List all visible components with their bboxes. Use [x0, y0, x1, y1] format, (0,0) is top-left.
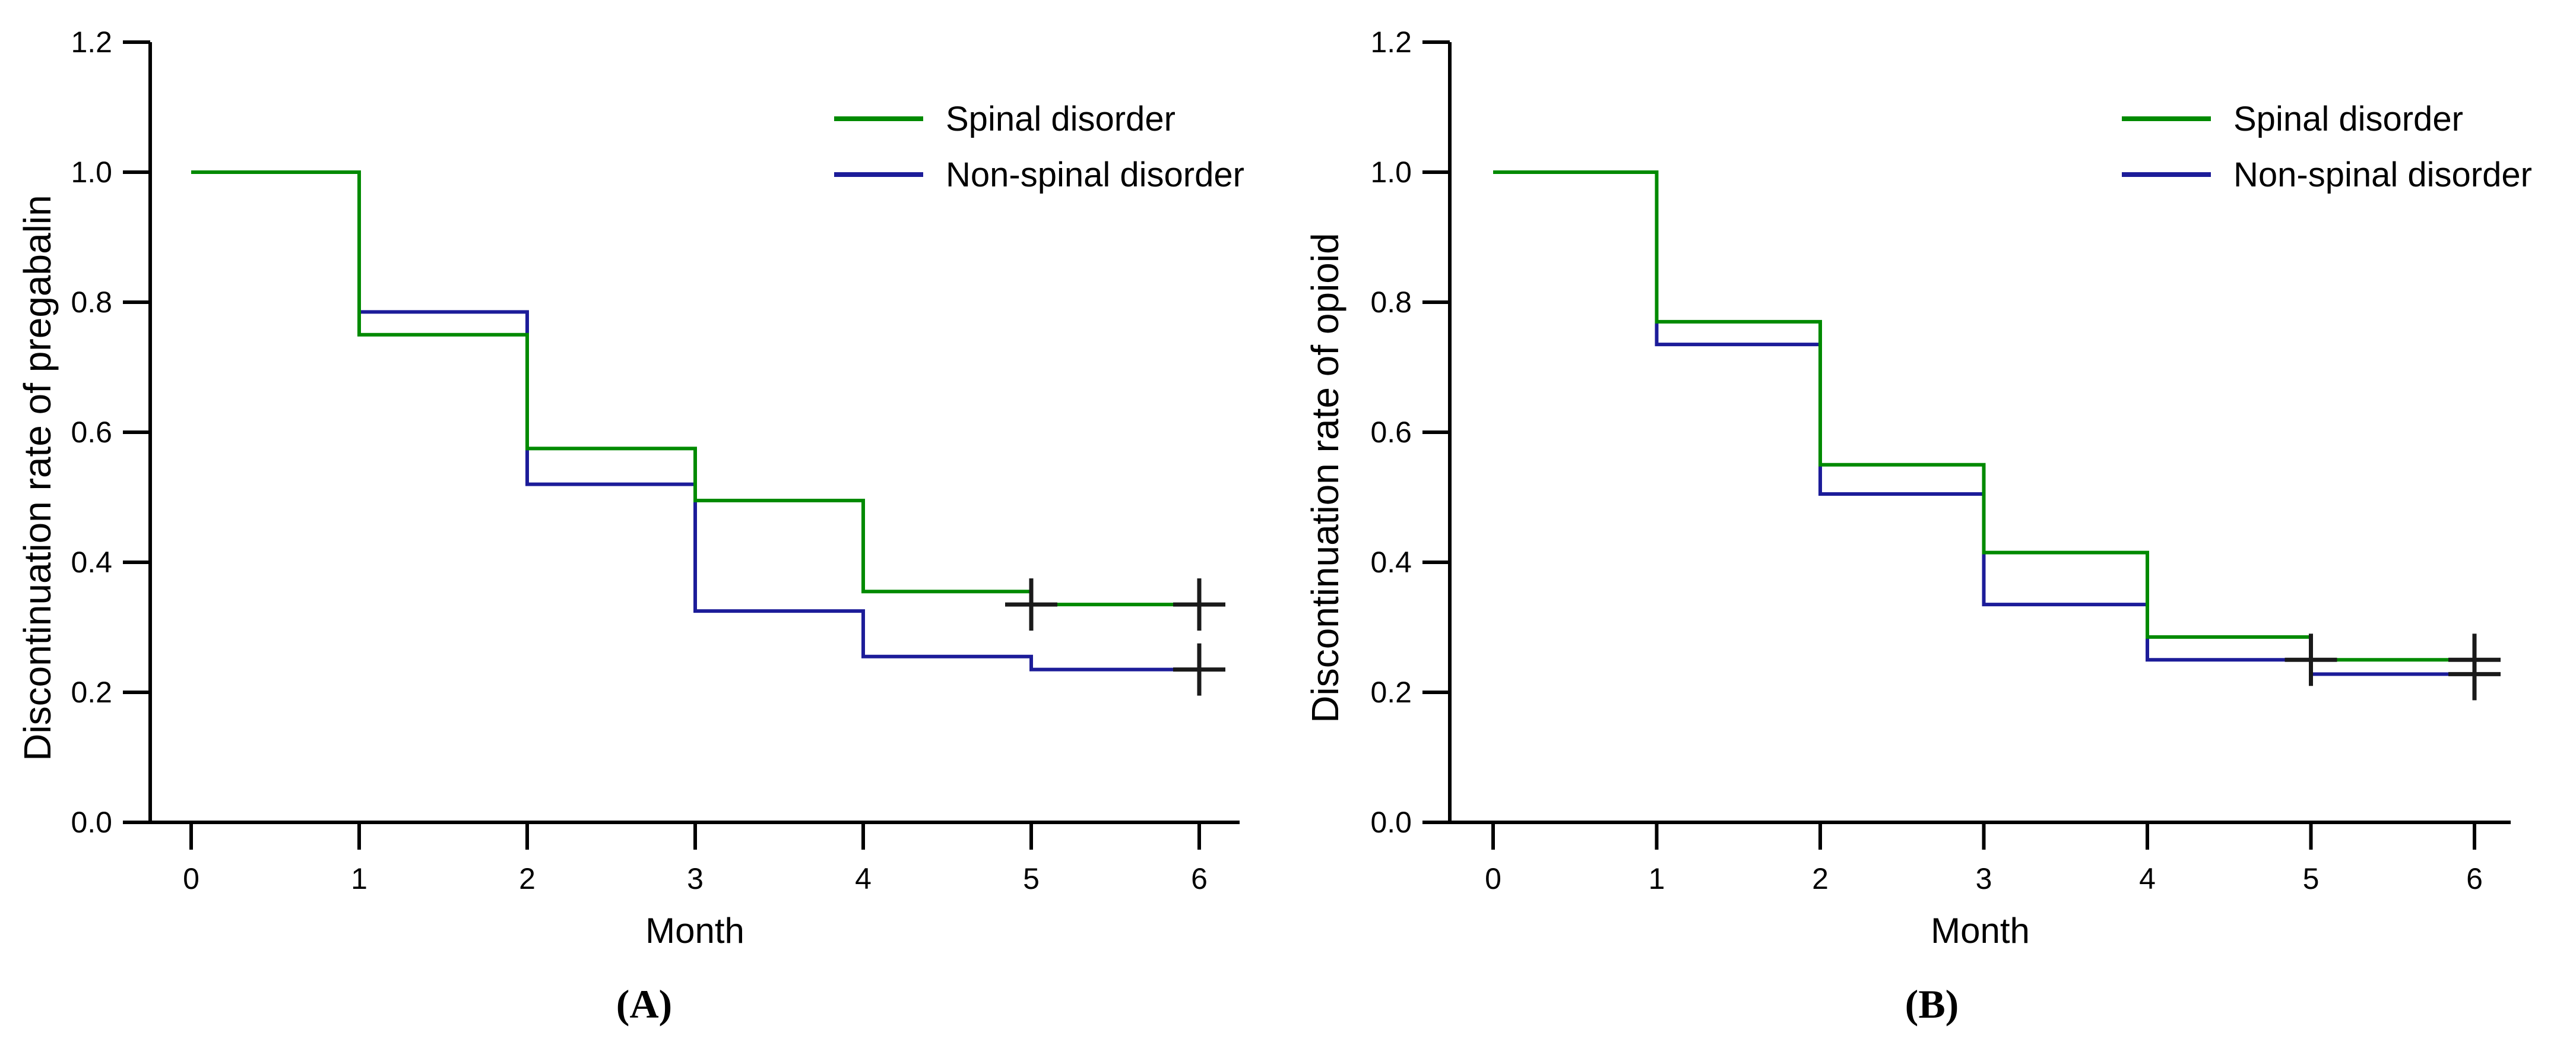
x-tick-label: 5 — [2303, 862, 2320, 895]
x-tick-label: 1 — [1649, 862, 1665, 895]
y-tick-label: 0.0 — [1370, 806, 1412, 839]
x-tick-label: 3 — [687, 862, 704, 895]
y-tick-label: 1.2 — [1370, 26, 1412, 59]
x-tick-label: 2 — [1812, 862, 1829, 895]
y-tick-label: 0.6 — [71, 416, 112, 449]
x-tick-label: 6 — [1191, 862, 1208, 895]
step-curve-nonspinal — [1493, 170, 2474, 676]
legend-swatch-spinal-a — [834, 116, 923, 121]
legend-swatch-nonspinal-b — [2122, 172, 2211, 177]
x-tick-label: 4 — [2139, 862, 2156, 895]
x-axis-title-b: Month — [1931, 911, 2030, 951]
x-tick-label: 6 — [2466, 862, 2483, 895]
legend-item-nonspinal-b: Non-spinal disorder — [2122, 155, 2532, 194]
y-tick-label: 1.2 — [71, 26, 112, 59]
panel-caption-b: (B) — [1905, 981, 1959, 1027]
y-tick-label: 0.4 — [1370, 546, 1412, 579]
y-tick-label: 1.0 — [71, 156, 112, 189]
legend-label-spinal-a: Spinal disorder — [946, 99, 1175, 138]
legend-label-nonspinal-a: Non-spinal disorder — [946, 155, 1244, 194]
x-tick-label: 0 — [1485, 862, 1501, 895]
legend-a: Spinal disorder Non-spinal disorder — [834, 99, 1244, 213]
legend-item-spinal-b: Spinal disorder — [2122, 99, 2532, 138]
y-tick-label: 0.2 — [1370, 676, 1412, 709]
panel-caption-a: (A) — [616, 981, 673, 1027]
legend-swatch-nonspinal-a — [834, 172, 923, 177]
x-tick-label: 2 — [519, 862, 536, 895]
legend-swatch-spinal-b — [2122, 116, 2211, 121]
x-tick-label: 5 — [1023, 862, 1040, 895]
legend-label-nonspinal-b: Non-spinal disorder — [2233, 155, 2532, 194]
legend-item-spinal-a: Spinal disorder — [834, 99, 1244, 138]
x-axis-title-a: Month — [645, 911, 744, 951]
x-tick-label: 3 — [1976, 862, 1992, 895]
y-tick-label: 0.2 — [71, 676, 112, 709]
panel-b: Discontinuation rate of opioid 0.0 0.2 0.4… — [1288, 0, 2576, 1064]
x-tick-label: 4 — [855, 862, 872, 895]
legend-label-spinal-b: Spinal disorder — [2233, 99, 2463, 138]
km-plot-a: 0.0 0.2 0.4 0.6 0.8 1.0 1.2 0 1 2 3 4 5 6 — [71, 26, 1240, 895]
y-tick-label: 1.0 — [1370, 156, 1412, 189]
panel-a: Discontinuation rate of pregabalin 0.0 0.… — [16, 26, 1244, 1027]
step-curve-nonspinal — [191, 170, 1199, 672]
y-tick-label: 0.0 — [71, 806, 112, 839]
x-tick-label: 1 — [351, 862, 367, 895]
legend-b: Spinal disorder Non-spinal disorder — [2122, 99, 2532, 213]
x-tick-label: 0 — [183, 862, 199, 895]
y-tick-label: 0.4 — [71, 546, 112, 579]
y-tick-label: 0.6 — [1370, 416, 1412, 449]
y-tick-label: 0.8 — [71, 286, 112, 319]
y-tick-label: 0.8 — [1370, 286, 1412, 319]
legend-item-nonspinal-a: Non-spinal disorder — [834, 155, 1244, 194]
km-plot-b: 0.0 0.2 0.4 0.6 0.8 1.0 1.2 0 1 2 3 4 5 6 — [1370, 26, 2511, 895]
